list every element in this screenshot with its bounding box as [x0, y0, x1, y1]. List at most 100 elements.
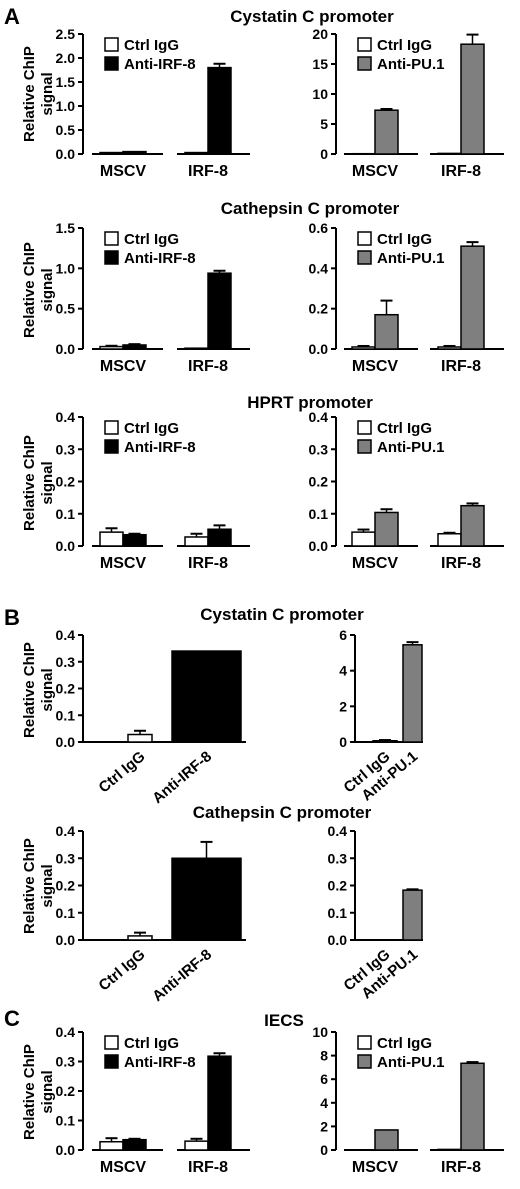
y-tick-label: 0.5 [56, 301, 76, 317]
panel-letter-c: C [4, 1006, 20, 1031]
bar-anti-irf8 [171, 857, 242, 941]
y-tick-label: 0.0 [328, 932, 348, 948]
x-tick-label: IRF-8 [188, 555, 228, 572]
bar-ctrl-igg [127, 935, 153, 941]
y-tick-label: 0.2 [328, 878, 348, 894]
legend-swatch-ctrl [357, 1035, 372, 1050]
x-tick-label: IRF-8 [441, 163, 481, 180]
y-tick-label: 15 [312, 56, 328, 72]
legend-swatch-ctrl [357, 37, 372, 52]
bar-anti-pu1 [374, 109, 399, 155]
y-axis-title: Relative ChIP signal [21, 46, 56, 142]
x-tick-label: MSCV [352, 1159, 399, 1176]
y-tick-label: 2.5 [56, 26, 76, 42]
bar-anti-pu1 [402, 644, 423, 743]
bar-anti-pu1 [374, 313, 399, 350]
x-tick-label: MSCV [352, 163, 399, 180]
section-title-hprt: HPRT promoter [247, 393, 373, 412]
legend-swatch-antibody [357, 1054, 372, 1069]
y-tick-label: 0.1 [56, 707, 76, 723]
y-axis-title-line2: signal [39, 461, 56, 504]
y-tick-label: 0.4 [56, 823, 76, 839]
y-tick-label: 0.3 [56, 1054, 76, 1070]
y-tick-label: 1.5 [56, 220, 76, 236]
chart-4: 0.0 0.2 0.4 0.6 MSCV IRF-8 Ctrl IgG Anti-PU.1 [309, 220, 504, 375]
y-tick-label: 2 [320, 1118, 328, 1134]
bar-anti-pu1 [460, 43, 485, 155]
bar-ctrl-igg [99, 531, 124, 547]
y-tick-label: 6 [339, 627, 347, 643]
bar-anti-pu1 [402, 889, 423, 941]
legend-label-antibody: Anti-IRF-8 [124, 439, 196, 456]
y-axis-title: Relative ChIP signal [21, 642, 56, 738]
y-tick-label: 0.0 [56, 341, 76, 357]
y-axis-title-line2: signal [39, 864, 56, 907]
y-tick-label: 0.3 [56, 441, 76, 457]
section-title-iecs: IECS [264, 1011, 304, 1030]
x-tick-label: MSCV [352, 555, 399, 572]
y-axis-title-line1: Relative ChIP [21, 642, 38, 738]
y-tick-label: 0.3 [56, 850, 76, 866]
y-axis-title-line2: signal [39, 1070, 56, 1113]
bar-anti-pu1 [374, 511, 399, 547]
legend-label-antibody: Anti-IRF-8 [124, 1054, 196, 1071]
legend-swatch-antibody [357, 250, 372, 265]
bar-anti-pu1 [460, 245, 485, 350]
y-tick-label: 0.0 [309, 341, 329, 357]
legend-swatch-ctrl [104, 231, 119, 246]
y-axis-title: Relative ChIP signal [21, 242, 56, 338]
bar-anti-pu1 [374, 1129, 399, 1151]
y-tick-label: 0.4 [309, 409, 329, 425]
y-tick-label: 0.4 [309, 260, 329, 276]
y-axis-title-line2: signal [39, 72, 56, 115]
y-tick-label: 0.0 [309, 538, 329, 554]
chart-12: 0 2 4 6 8 10 MSCV IRF-8 Ctrl IgG Anti-PU.1 [312, 1024, 504, 1176]
y-tick-label: 10 [312, 86, 328, 102]
section-title-cystatin-a: Cystatin C promoter [230, 7, 394, 26]
bar-anti-irf8 [122, 1138, 147, 1151]
y-axis-title-line1: Relative ChIP [21, 1044, 38, 1140]
x-tick-label: Anti-IRF-8 [149, 946, 215, 1005]
x-tick-label: MSCV [352, 358, 399, 375]
y-axis-title-line2: signal [39, 268, 56, 311]
panel-letter-a: A [4, 4, 20, 29]
section-title-cathepsin-a: Cathepsin C promoter [221, 199, 400, 218]
bar-ctrl-igg [184, 347, 209, 350]
bar-ctrl-igg [184, 536, 209, 547]
panel-letter-b: B [4, 605, 20, 630]
bar-ctrl-igg [437, 1148, 462, 1151]
x-tick-label: IRF-8 [441, 555, 481, 572]
legend-swatch-antibody [104, 56, 119, 71]
bar-anti-irf8 [207, 528, 232, 547]
legend-label-antibody: Anti-PU.1 [377, 439, 445, 456]
bar-ctrl-igg [437, 532, 462, 547]
y-tick-label: 0.0 [56, 538, 76, 554]
x-tick-label: IRF-8 [188, 163, 228, 180]
y-tick-label: 0 [320, 146, 328, 162]
x-tick-label: MSCV [100, 555, 147, 572]
legend-label-antibody: Anti-PU.1 [377, 1054, 445, 1071]
legend-label-ctrl: Ctrl IgG [124, 37, 179, 54]
legend-label-ctrl: Ctrl IgG [377, 420, 432, 437]
y-axis-title-line1: Relative ChIP [21, 838, 38, 934]
x-tick-label: Anti-IRF-8 [149, 748, 215, 807]
y-tick-label: 0.4 [56, 409, 76, 425]
legend-label-antibody: Anti-IRF-8 [124, 56, 196, 73]
legend-swatch-antibody [104, 1054, 119, 1069]
y-tick-label: 0.1 [309, 506, 329, 522]
legend-label-antibody: Anti-PU.1 [377, 250, 445, 267]
y-tick-label: 0.4 [56, 1024, 76, 1040]
bar-ctrl-igg [351, 346, 376, 350]
y-tick-label: 0.4 [56, 627, 76, 643]
y-tick-label: 0.2 [56, 878, 76, 894]
y-tick-label: 0.0 [56, 146, 76, 162]
bar-anti-irf8 [122, 533, 147, 547]
y-tick-label: 6 [320, 1071, 328, 1087]
y-tick-label: 0 [339, 734, 347, 750]
legend-swatch-ctrl [104, 1035, 119, 1050]
y-tick-label: 4 [339, 663, 347, 679]
